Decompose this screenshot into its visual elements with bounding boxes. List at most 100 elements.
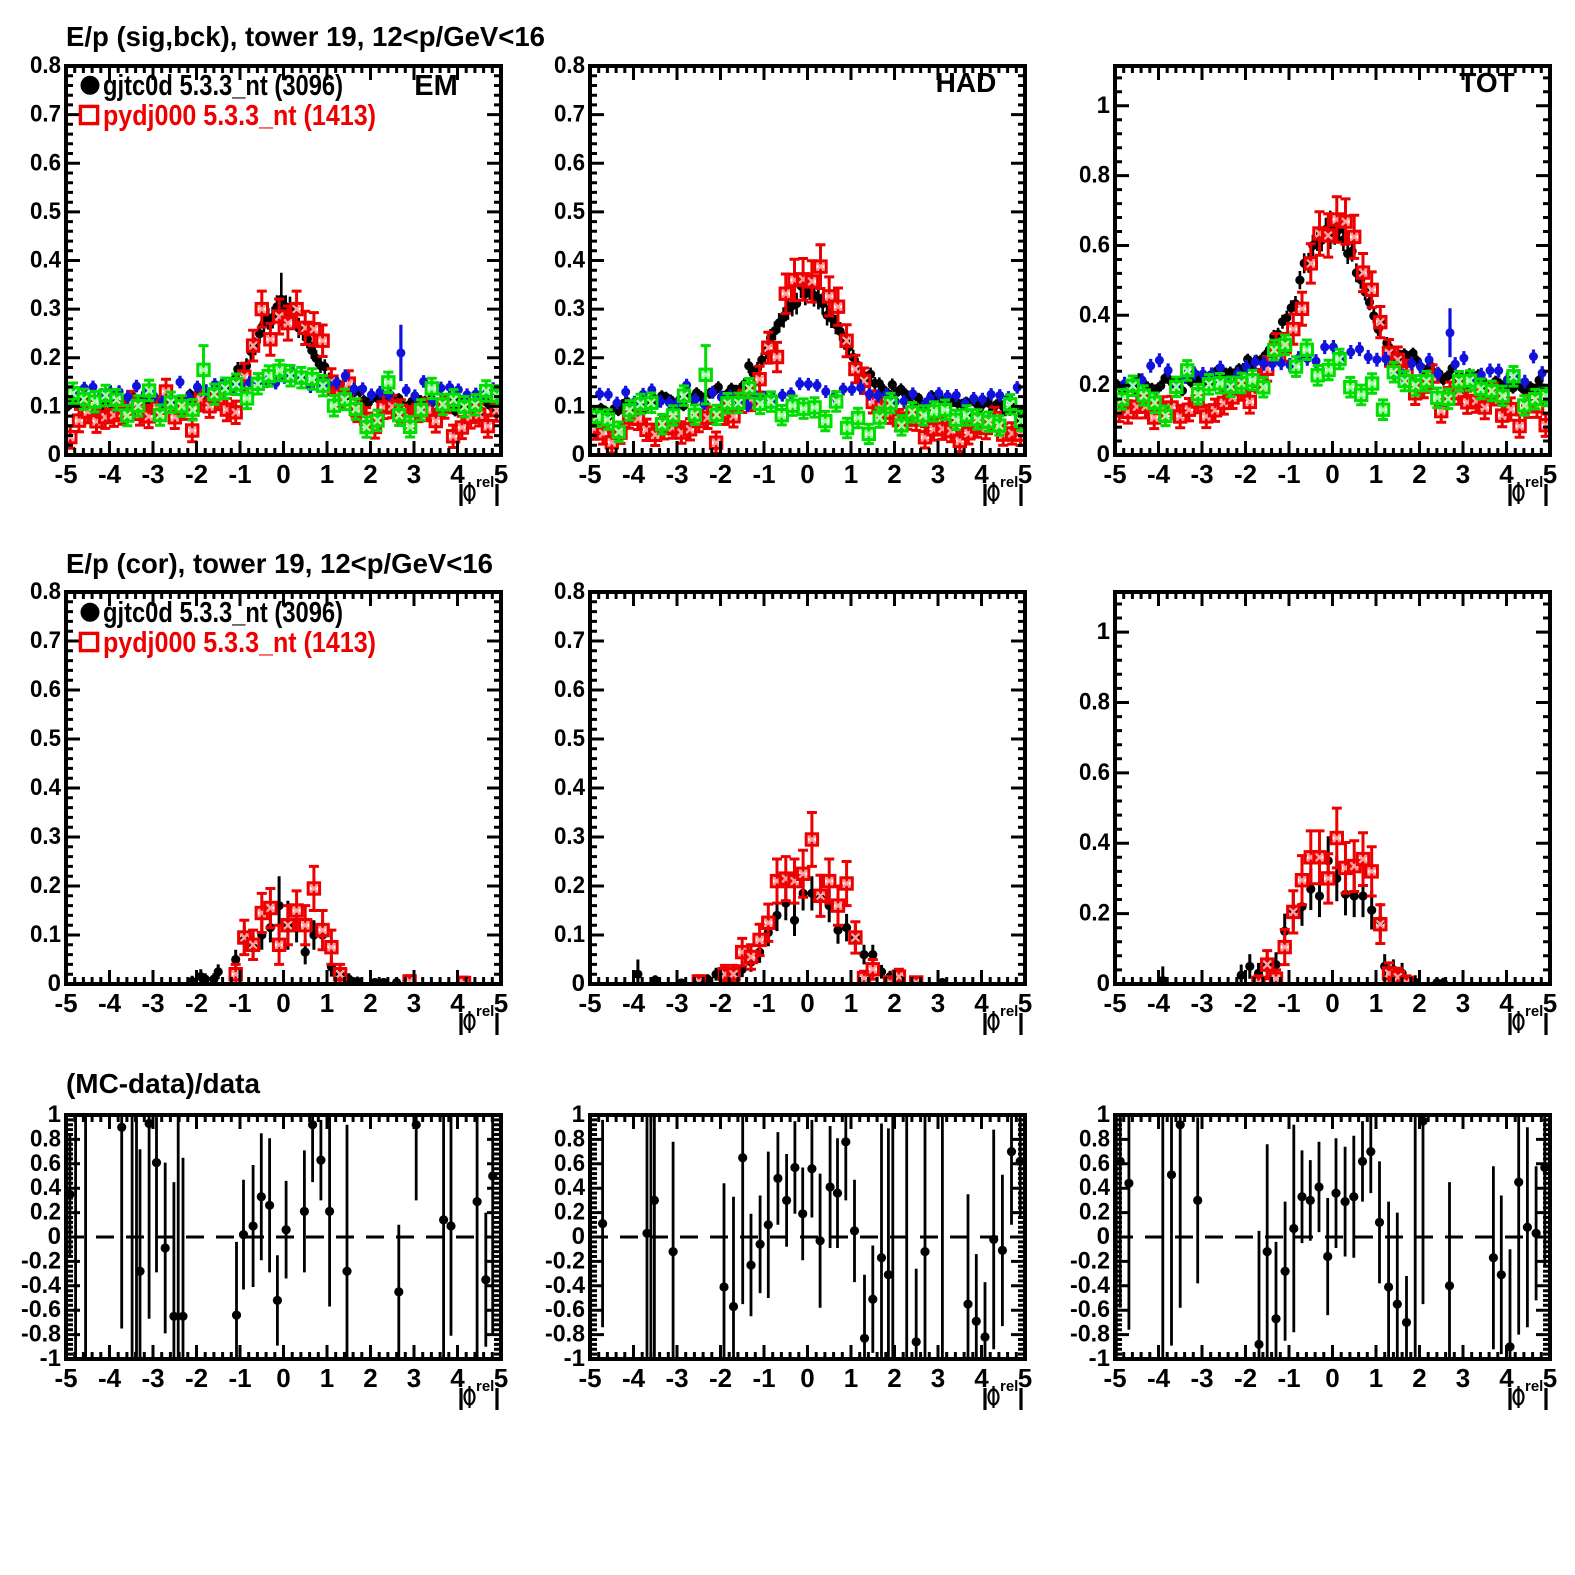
svg-text:0.4: 0.4: [1079, 829, 1111, 856]
svg-text:2: 2: [363, 1363, 377, 1393]
svg-text:0.5: 0.5: [554, 725, 585, 752]
svg-text:4: 4: [450, 988, 465, 1018]
svg-text:-1: -1: [752, 988, 775, 1018]
svg-text:-1: -1: [752, 459, 775, 489]
svg-text:4: 4: [450, 1363, 465, 1393]
svg-text:-3: -3: [141, 459, 164, 489]
svg-text:-2: -2: [185, 1363, 208, 1393]
svg-text:0.2: 0.2: [30, 1199, 61, 1226]
svg-text:0.6: 0.6: [554, 149, 585, 176]
svg-text:1: 1: [320, 1363, 334, 1393]
svg-text:-4: -4: [1147, 459, 1171, 489]
svg-text:2: 2: [1412, 1363, 1426, 1393]
svg-text:0.6: 0.6: [1079, 759, 1110, 786]
svg-text:0: 0: [276, 988, 290, 1018]
svg-text:-5: -5: [54, 988, 77, 1018]
svg-text:-1: -1: [40, 1345, 61, 1372]
svg-text:-5: -5: [578, 1363, 601, 1393]
svg-text:3: 3: [407, 988, 421, 1018]
svg-text:0.8: 0.8: [554, 578, 585, 605]
svg-text:5: 5: [1018, 1363, 1032, 1393]
svg-text:0.4: 0.4: [30, 1174, 62, 1201]
svg-text:0.2: 0.2: [554, 1199, 585, 1226]
svg-text:0.1: 0.1: [554, 392, 585, 419]
svg-text:TOT: TOT: [1459, 67, 1514, 98]
svg-text:-4: -4: [98, 459, 122, 489]
svg-text:E/p (cor), tower 19, 12<p/GeV<: E/p (cor), tower 19, 12<p/GeV<16: [66, 548, 493, 579]
svg-text:5: 5: [1018, 459, 1032, 489]
svg-text:rel: rel: [476, 1003, 494, 1020]
svg-text:3: 3: [1456, 1363, 1470, 1393]
svg-text:2: 2: [887, 459, 901, 489]
svg-text:5: 5: [1543, 1363, 1557, 1393]
svg-text:0.7: 0.7: [30, 627, 61, 654]
svg-text:0.3: 0.3: [30, 295, 61, 322]
svg-text:-1: -1: [228, 988, 251, 1018]
svg-text:0.4: 0.4: [30, 774, 62, 801]
svg-text:1: 1: [1369, 1363, 1383, 1393]
svg-text:4: 4: [450, 459, 465, 489]
svg-text:0: 0: [48, 1223, 61, 1250]
svg-text:-1: -1: [1277, 459, 1300, 489]
svg-text:0.7: 0.7: [554, 627, 585, 654]
svg-text:0.2: 0.2: [1079, 900, 1110, 927]
svg-text:0.6: 0.6: [1079, 232, 1110, 259]
svg-text:-1: -1: [752, 1363, 775, 1393]
svg-text:-3: -3: [1190, 459, 1213, 489]
svg-text:rel: rel: [1000, 1378, 1018, 1395]
svg-text:-4: -4: [622, 1363, 646, 1393]
svg-text:0.8: 0.8: [1079, 162, 1110, 189]
svg-text:3: 3: [931, 459, 945, 489]
svg-text:1: 1: [320, 988, 334, 1018]
svg-text:0.2: 0.2: [1079, 1199, 1110, 1226]
svg-text:-1: -1: [228, 1363, 251, 1393]
svg-text:0.8: 0.8: [554, 52, 585, 79]
svg-text:4: 4: [974, 459, 989, 489]
svg-text:0.8: 0.8: [30, 578, 61, 605]
svg-text:-0.2: -0.2: [21, 1247, 61, 1274]
svg-text:2: 2: [1412, 988, 1426, 1018]
svg-text:1: 1: [1369, 988, 1383, 1018]
svg-text:-0.6: -0.6: [545, 1296, 585, 1323]
svg-text:-0.4: -0.4: [1070, 1272, 1111, 1299]
svg-text:-4: -4: [1147, 988, 1171, 1018]
svg-text:0.6: 0.6: [554, 676, 585, 703]
svg-text:0.6: 0.6: [30, 149, 61, 176]
svg-text:-4: -4: [98, 1363, 122, 1393]
svg-text:1: 1: [844, 1363, 858, 1393]
svg-text:5: 5: [494, 988, 508, 1018]
svg-text:0.8: 0.8: [30, 52, 61, 79]
svg-text:0.5: 0.5: [30, 725, 61, 752]
svg-text:0: 0: [1097, 441, 1110, 468]
svg-text:2: 2: [363, 988, 377, 1018]
svg-text:-3: -3: [665, 459, 688, 489]
svg-text:0.1: 0.1: [30, 392, 61, 419]
svg-text:0: 0: [800, 1363, 814, 1393]
svg-text:-0.8: -0.8: [545, 1321, 585, 1348]
svg-text:0.2: 0.2: [554, 344, 585, 371]
svg-text:-2: -2: [709, 988, 732, 1018]
svg-text:0.4: 0.4: [554, 1174, 586, 1201]
svg-text:0.4: 0.4: [554, 247, 586, 274]
svg-text:pydj000 5.3.3_nt (1413): pydj000 5.3.3_nt (1413): [103, 100, 376, 132]
svg-text:-3: -3: [665, 1363, 688, 1393]
svg-text:1: 1: [844, 988, 858, 1018]
svg-text:0.5: 0.5: [30, 198, 61, 225]
svg-text:1: 1: [1097, 618, 1110, 645]
svg-text:0: 0: [572, 970, 585, 997]
svg-text:0: 0: [1325, 1363, 1339, 1393]
svg-text:0: 0: [276, 1363, 290, 1393]
svg-text:1: 1: [1369, 459, 1383, 489]
svg-text:0: 0: [276, 459, 290, 489]
svg-text:-1: -1: [1277, 988, 1300, 1018]
svg-text:-4: -4: [1147, 1363, 1171, 1393]
svg-text:2: 2: [363, 459, 377, 489]
svg-text:5: 5: [1543, 988, 1557, 1018]
svg-text:0.8: 0.8: [554, 1125, 585, 1152]
svg-text:5: 5: [494, 459, 508, 489]
svg-text:rel: rel: [1000, 1003, 1018, 1020]
svg-text:0: 0: [800, 459, 814, 489]
svg-text:0.6: 0.6: [30, 1150, 61, 1177]
svg-text:0: 0: [1097, 970, 1110, 997]
svg-text:3: 3: [407, 459, 421, 489]
